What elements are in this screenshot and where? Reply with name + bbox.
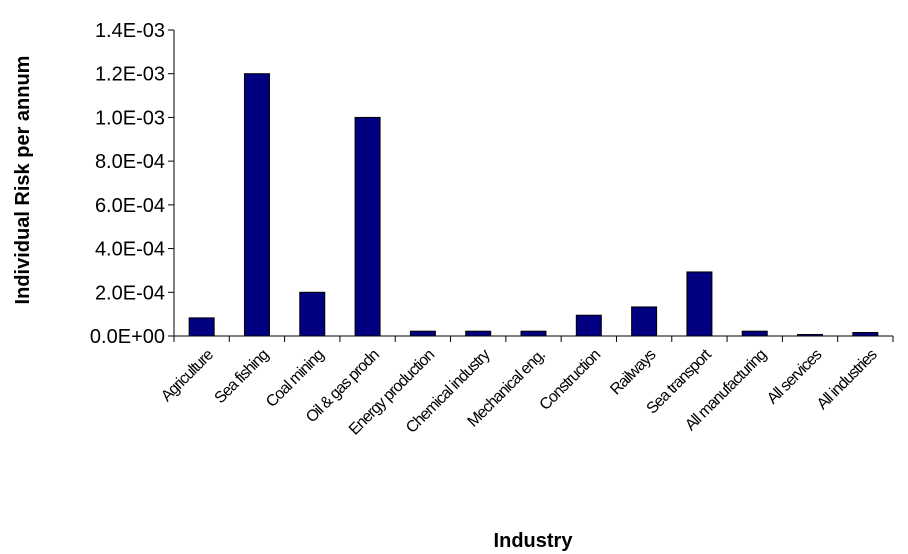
bar-all-industries — [852, 332, 879, 337]
y-tick-label: 6.0E-04 — [95, 195, 165, 217]
x-category-label: Railways — [607, 346, 659, 398]
bar-sea-transport — [686, 271, 713, 337]
bar-mechanical-eng — [520, 330, 547, 337]
bar-energy-production — [409, 330, 436, 337]
x-axis-title: Industry — [494, 530, 574, 552]
y-tick-label: 8.0E-04 — [95, 151, 165, 173]
bar-railways — [631, 306, 658, 337]
bar-sea-fishing — [243, 73, 270, 337]
bars-group — [188, 73, 879, 337]
y-tick-label: 0.0E+00 — [90, 326, 165, 348]
y-tick-label: 4.0E-04 — [95, 239, 165, 261]
bar-construction — [575, 314, 602, 337]
bar-agriculture — [188, 317, 215, 337]
y-tick-label: 1.4E-03 — [95, 20, 165, 42]
bar-oil-gas-prodn — [354, 116, 381, 337]
y-tick-label: 1.0E-03 — [95, 107, 165, 129]
bar-all-manufacturing — [741, 330, 768, 337]
x-category-label: Agriculture — [158, 346, 217, 405]
y-tick-label: 2.0E-04 — [95, 282, 165, 304]
y-tick-label: 1.2E-03 — [95, 64, 165, 86]
bar-coal-mining — [299, 291, 326, 337]
x-category-label: Construction — [537, 347, 604, 414]
y-axis-title: Individual Risk per annum — [12, 56, 34, 305]
y-ticks-group: 0.0E+00 2.0E-04 4.0E-04 6.0E-04 8.0E-04 1.0E-… — [90, 20, 174, 348]
bar-chemical-industry — [465, 330, 492, 337]
x-category-label: All industries — [814, 346, 881, 413]
